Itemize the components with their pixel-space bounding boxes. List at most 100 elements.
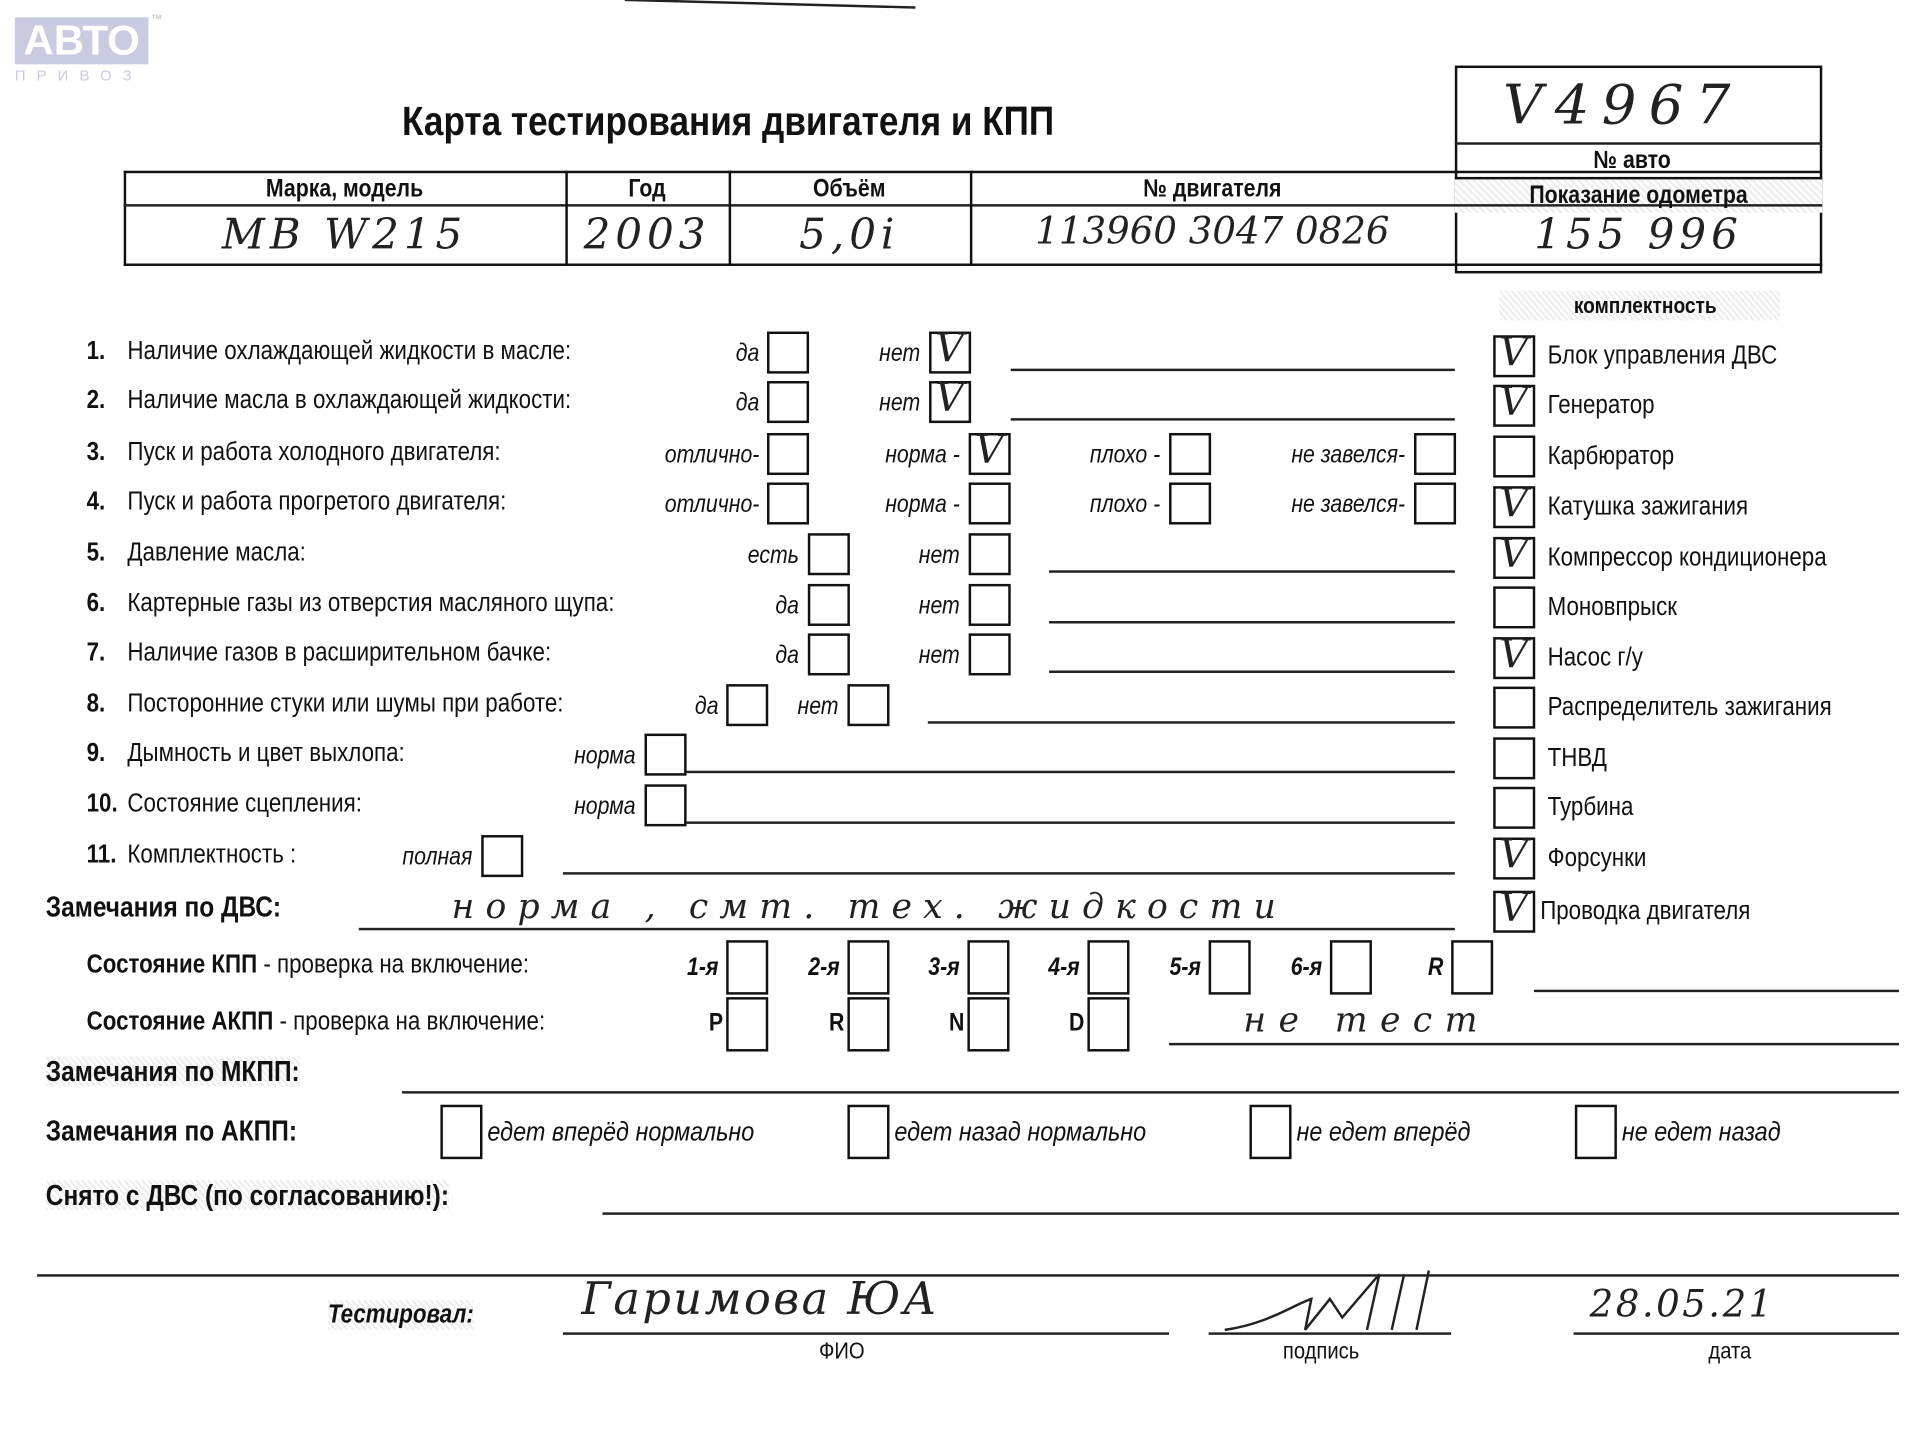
manual-gearbox-line (1534, 989, 1899, 993)
column-header: Марка, модель (265, 175, 424, 203)
auto-remarks-checkbox[interactable] (1574, 1104, 1617, 1160)
option-checkbox[interactable] (807, 583, 850, 626)
column-value[interactable]: 155 996 (1534, 210, 1743, 260)
answer-line[interactable] (927, 721, 1455, 724)
gear-checkbox[interactable] (847, 940, 890, 995)
column-value[interactable]: 113960 3047 0826 (1035, 210, 1390, 254)
completeness-checkbox[interactable]: V (1493, 630, 1536, 680)
item-number: 4. (86, 487, 106, 516)
gear-checkbox[interactable] (847, 997, 890, 1052)
option-label: да (775, 642, 800, 670)
option-label: да (735, 340, 760, 368)
option-checkbox[interactable] (847, 684, 890, 727)
gear-checkbox[interactable] (967, 940, 1010, 995)
option-checkbox[interactable]: V (968, 426, 1011, 476)
gear-checkbox[interactable] (726, 940, 769, 995)
item-label: Состояние сцепления: (127, 789, 362, 818)
option-checkbox[interactable] (726, 684, 769, 727)
completeness-checkbox[interactable] (1493, 737, 1536, 780)
option-checkbox[interactable] (1169, 482, 1212, 525)
option-checkbox[interactable] (968, 533, 1011, 576)
column-value[interactable]: MB W215 (221, 210, 468, 260)
divider (123, 204, 1823, 207)
option-checkbox[interactable] (644, 733, 687, 776)
option-checkbox[interactable] (968, 583, 1011, 626)
removed-line-2[interactable] (37, 1274, 1899, 1277)
option-checkbox[interactable] (767, 381, 810, 424)
completeness-checkbox[interactable]: V (1493, 830, 1536, 880)
completeness-checkbox[interactable] (1493, 435, 1536, 478)
option-checkbox[interactable] (968, 633, 1011, 676)
answer-line[interactable] (562, 872, 1455, 875)
auto-remarks-option: едет назад нормально (894, 1115, 1147, 1147)
gear-checkbox[interactable] (1087, 940, 1130, 995)
option-checkbox[interactable] (1414, 482, 1457, 525)
gear-checkbox[interactable] (967, 997, 1010, 1052)
gear-checkbox[interactable] (1451, 940, 1494, 995)
answer-line[interactable] (686, 770, 1455, 774)
option-checkbox[interactable] (481, 835, 524, 878)
gear-label: R (829, 1009, 845, 1037)
gear-checkbox[interactable] (726, 997, 769, 1052)
column-value[interactable]: 2003 (583, 210, 711, 260)
gear-checkbox[interactable] (1329, 940, 1372, 995)
auto-remarks-checkbox[interactable] (440, 1104, 483, 1160)
completeness-checkbox[interactable]: V (1493, 529, 1536, 579)
answer-line[interactable] (1049, 570, 1455, 573)
manual-remarks-line[interactable] (402, 1091, 1899, 1094)
divider (1454, 176, 1823, 213)
option-checkbox[interactable] (767, 331, 810, 374)
answer-line[interactable] (1049, 670, 1455, 673)
column-value[interactable]: 5,0i (799, 210, 900, 260)
check-mark-icon: V (1499, 883, 1528, 931)
option-checkbox[interactable] (807, 633, 850, 676)
completeness-label: Турбина (1547, 792, 1634, 822)
option-checkbox[interactable] (767, 482, 810, 525)
tested-label: Тестировал: (327, 1300, 474, 1330)
completeness-checkbox[interactable] (1493, 786, 1536, 829)
gear-label: 5-я (1169, 953, 1202, 982)
completeness-checkbox[interactable] (1493, 586, 1536, 629)
option-checkbox[interactable] (644, 784, 687, 827)
date-line (1573, 1332, 1899, 1335)
option-checkbox[interactable] (968, 482, 1011, 525)
gear-label: N (949, 1009, 965, 1037)
auto-remarks-checkbox[interactable] (1249, 1104, 1292, 1160)
option-checkbox[interactable] (767, 432, 810, 476)
completeness-label: Компрессор кондиционера (1547, 543, 1827, 572)
completeness-checkbox[interactable] (1493, 686, 1536, 729)
completeness-checkbox[interactable]: V (1493, 479, 1536, 529)
completeness-label: Моновпрыск (1547, 592, 1678, 622)
car-number-label: № авто (1593, 147, 1671, 175)
answer-line[interactable] (1049, 621, 1455, 624)
manual-gearbox-label-bold: Состояние КПП (86, 950, 258, 979)
answer-line[interactable] (686, 821, 1455, 824)
auto-remarks-checkbox[interactable] (847, 1104, 890, 1160)
item-number: 1. (86, 336, 106, 365)
signature-mark (1224, 1270, 1431, 1332)
check-mark-icon: V (1499, 830, 1528, 878)
removed-line[interactable] (602, 1212, 1899, 1215)
check-mark-icon: V (935, 324, 964, 372)
page-title: Карта тестирования двигателя и КПП (402, 97, 1055, 144)
answer-line[interactable] (1010, 368, 1455, 372)
engine-remarks-value[interactable]: норма , смт. тех. жидкости (451, 885, 1287, 927)
option-checkbox[interactable] (807, 533, 850, 576)
gear-checkbox[interactable] (1208, 940, 1251, 995)
gear-checkbox[interactable] (1087, 997, 1130, 1052)
option-checkbox[interactable]: V (929, 324, 972, 374)
item-number: 9. (86, 738, 106, 768)
completeness-checkbox[interactable]: V (1493, 377, 1536, 427)
answer-line[interactable] (1010, 418, 1455, 421)
option-checkbox[interactable] (1169, 432, 1212, 476)
tester-name[interactable]: Гаримова ЮА (581, 1274, 940, 1325)
option-checkbox[interactable]: V (929, 374, 972, 424)
auto-gearbox-note[interactable]: не тест (1243, 999, 1490, 1041)
completeness-checkbox[interactable]: V (1493, 328, 1536, 378)
removed-label: Снято с ДВС (по согласованию!): (45, 1178, 449, 1212)
date-caption: дата (1708, 1338, 1752, 1365)
column-header: Показание одометра (1529, 181, 1748, 210)
option-checkbox[interactable] (1414, 432, 1457, 476)
test-date[interactable]: 28.05.21 (1589, 1282, 1775, 1327)
completeness-checkbox[interactable]: V (1493, 883, 1536, 933)
